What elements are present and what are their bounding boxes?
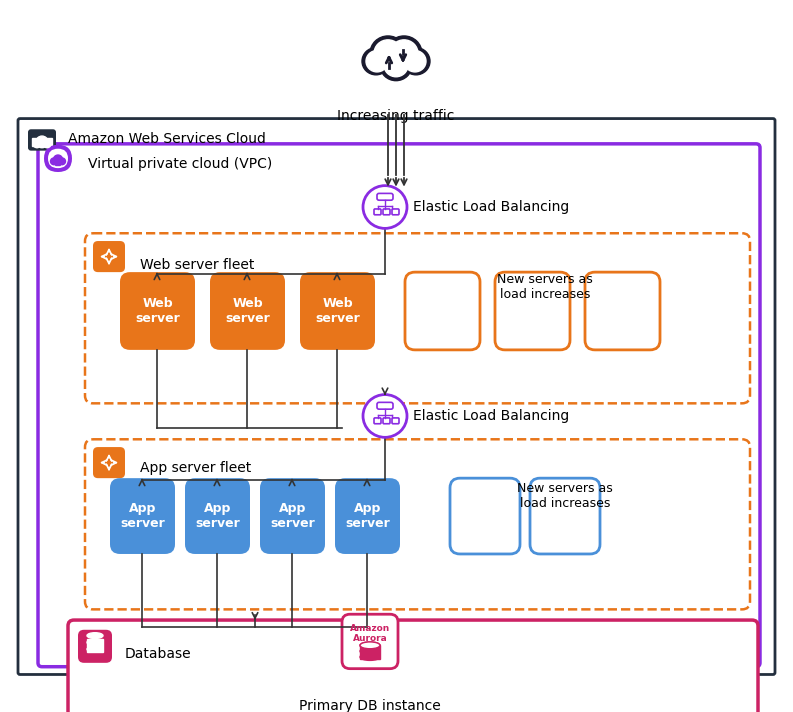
- Ellipse shape: [87, 639, 103, 645]
- Text: Elastic Load Balancing: Elastic Load Balancing: [413, 409, 569, 423]
- FancyBboxPatch shape: [260, 478, 325, 554]
- FancyBboxPatch shape: [18, 119, 775, 674]
- Circle shape: [366, 51, 388, 72]
- Bar: [87, 639, 103, 652]
- FancyBboxPatch shape: [450, 478, 520, 554]
- Ellipse shape: [360, 642, 380, 649]
- FancyBboxPatch shape: [342, 614, 398, 669]
- FancyBboxPatch shape: [210, 272, 285, 350]
- Text: New servers as
load increases: New servers as load increases: [497, 273, 593, 300]
- FancyBboxPatch shape: [585, 272, 660, 350]
- Text: Web server fleet: Web server fleet: [140, 258, 255, 272]
- Circle shape: [370, 36, 406, 71]
- Bar: [32, 138, 52, 146]
- Circle shape: [363, 186, 407, 229]
- Text: New servers as
load increases: New servers as load increases: [517, 481, 613, 510]
- FancyBboxPatch shape: [28, 130, 56, 151]
- FancyBboxPatch shape: [93, 447, 125, 478]
- Text: Primary DB instance: Primary DB instance: [299, 698, 441, 712]
- Circle shape: [390, 40, 418, 67]
- FancyBboxPatch shape: [85, 439, 750, 609]
- Text: App
server: App server: [120, 502, 165, 530]
- Circle shape: [36, 136, 48, 147]
- FancyBboxPatch shape: [55, 162, 61, 166]
- FancyBboxPatch shape: [335, 478, 400, 554]
- Circle shape: [51, 158, 58, 164]
- FancyBboxPatch shape: [300, 272, 375, 350]
- Ellipse shape: [360, 654, 380, 661]
- Text: App
server: App server: [345, 502, 390, 530]
- Circle shape: [374, 40, 402, 67]
- Text: App server fleet: App server fleet: [140, 461, 251, 476]
- Circle shape: [404, 51, 426, 72]
- Text: App
server: App server: [195, 502, 239, 530]
- Text: Web
server: Web server: [315, 297, 360, 325]
- Text: Amazon
Aurora: Amazon Aurora: [350, 624, 390, 644]
- FancyBboxPatch shape: [93, 241, 125, 272]
- Circle shape: [362, 48, 390, 75]
- Circle shape: [380, 50, 412, 80]
- Circle shape: [59, 158, 66, 164]
- Text: Web
server: Web server: [225, 297, 270, 325]
- FancyBboxPatch shape: [44, 145, 72, 172]
- Text: Web
server: Web server: [135, 297, 180, 325]
- Text: Increasing traffic: Increasing traffic: [337, 109, 454, 123]
- Circle shape: [402, 48, 430, 75]
- FancyBboxPatch shape: [405, 272, 480, 350]
- Circle shape: [384, 53, 408, 77]
- Bar: [360, 645, 380, 659]
- Text: Amazon Web Services Cloud: Amazon Web Services Cloud: [68, 132, 266, 146]
- Circle shape: [363, 394, 407, 437]
- FancyBboxPatch shape: [85, 234, 750, 403]
- Ellipse shape: [360, 642, 380, 649]
- FancyBboxPatch shape: [78, 630, 112, 663]
- Circle shape: [53, 155, 63, 164]
- Circle shape: [33, 140, 41, 147]
- FancyBboxPatch shape: [120, 272, 195, 350]
- FancyBboxPatch shape: [38, 144, 760, 666]
- Ellipse shape: [87, 633, 103, 639]
- FancyBboxPatch shape: [110, 478, 175, 554]
- Circle shape: [43, 140, 51, 147]
- Ellipse shape: [360, 648, 380, 654]
- Text: Database: Database: [125, 647, 192, 661]
- FancyBboxPatch shape: [68, 620, 758, 712]
- Text: App
server: App server: [270, 502, 315, 530]
- FancyBboxPatch shape: [48, 149, 68, 168]
- Text: Virtual private cloud (VPC): Virtual private cloud (VPC): [88, 157, 272, 172]
- FancyBboxPatch shape: [495, 272, 570, 350]
- FancyBboxPatch shape: [530, 478, 600, 554]
- Circle shape: [386, 36, 422, 71]
- Ellipse shape: [87, 646, 103, 652]
- Text: Elastic Load Balancing: Elastic Load Balancing: [413, 200, 569, 214]
- FancyBboxPatch shape: [185, 478, 250, 554]
